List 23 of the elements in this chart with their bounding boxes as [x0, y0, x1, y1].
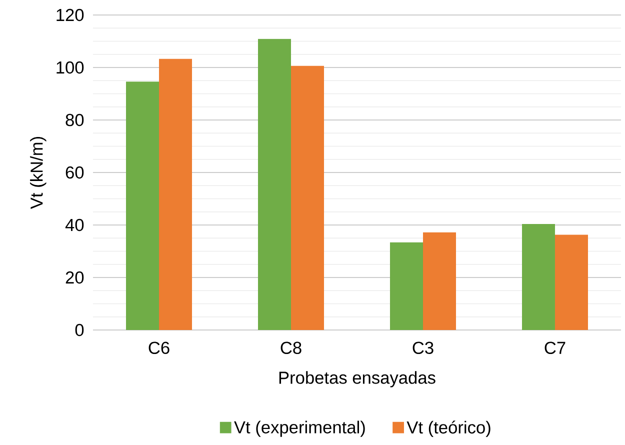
x-tick-label: C3: [412, 342, 434, 354]
y-tick-label: 40: [65, 218, 84, 232]
x-tick-label: C6: [148, 342, 170, 354]
legend-label: Vt (experimental): [234, 420, 365, 437]
y-axis-title: Vt (kN/m): [30, 136, 46, 209]
bar: [522, 224, 555, 330]
bar: [126, 82, 160, 330]
bar: [258, 38, 291, 330]
bar: [390, 242, 423, 330]
bar: [423, 232, 456, 330]
x-tick-label: C8: [280, 342, 302, 354]
x-tick-label: C7: [544, 342, 566, 354]
bar: [554, 234, 588, 330]
x-axis-title: Probetas ensayadas: [279, 371, 436, 388]
y-tick-label: 20: [66, 271, 84, 284]
y-tick-label: 0: [75, 324, 84, 336]
bar: [159, 58, 192, 330]
legend-label: Vt (teórico): [406, 420, 490, 437]
y-tick-label: 120: [56, 8, 84, 22]
y-tick-label: 80: [66, 114, 84, 126]
y-tick-label: 100: [56, 61, 84, 74]
bar: [291, 66, 324, 330]
y-tick-label: 60: [66, 166, 84, 179]
